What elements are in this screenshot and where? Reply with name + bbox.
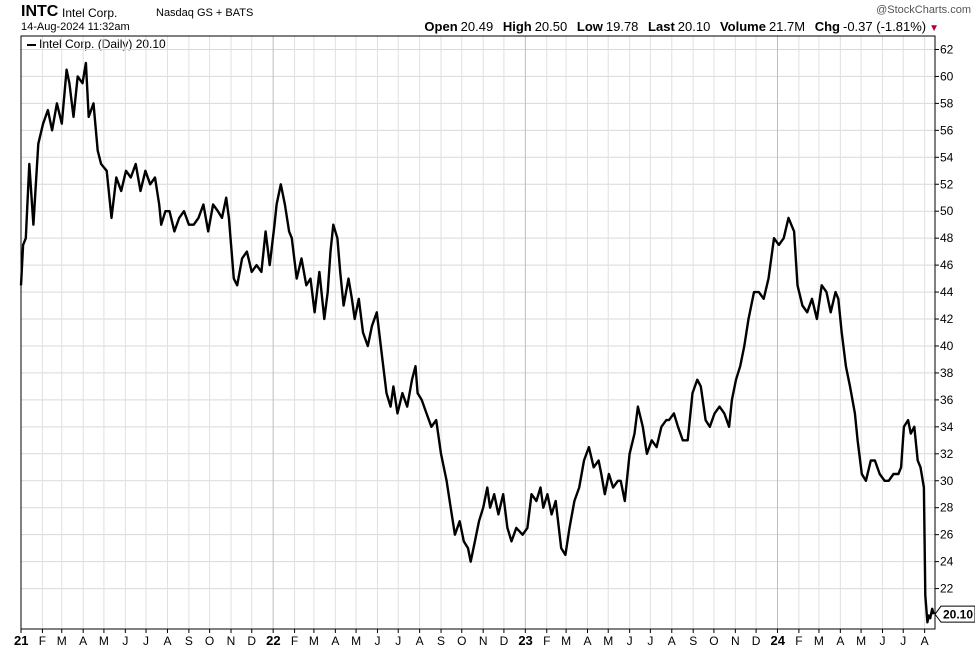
y-tick-label: 50 bbox=[940, 204, 954, 218]
x-tick-label: M bbox=[856, 634, 866, 648]
company-name: Intel Corp. bbox=[62, 6, 118, 20]
axes: 22 24 26 28 30 32 34 36 38 40 42 44 46 48 50 52 54 56 58 60… bbox=[14, 35, 954, 648]
y-tick-label: 62 bbox=[940, 42, 954, 56]
x-tick-label: A bbox=[921, 634, 929, 648]
x-tick-label: J bbox=[879, 634, 885, 648]
x-tick-label: F bbox=[795, 634, 802, 648]
y-tick-label: 42 bbox=[940, 312, 954, 326]
y-tick-label: 54 bbox=[940, 150, 954, 164]
grid-lines bbox=[20, 36, 935, 629]
x-tick-label: 21 bbox=[14, 633, 28, 648]
x-tick-label: S bbox=[437, 634, 445, 648]
y-tick-label: 58 bbox=[940, 96, 954, 110]
quote-summary: Open 20.49 High 20.50 Low 19.78 Last 20.10 V… bbox=[418, 19, 939, 34]
y-tick-label: 26 bbox=[940, 528, 954, 542]
y-tick-label: 46 bbox=[940, 258, 954, 272]
last-value: 20.10 bbox=[677, 19, 711, 34]
x-tick-label: F bbox=[543, 634, 550, 648]
x-tick-label: A bbox=[79, 634, 87, 648]
x-tick-label: J bbox=[122, 634, 128, 648]
x-tick-label: A bbox=[416, 634, 424, 648]
y-tick-label: 34 bbox=[940, 420, 954, 434]
x-tick-label: A bbox=[668, 634, 676, 648]
y-tick-label: 30 bbox=[940, 474, 954, 488]
y-tick-label: 60 bbox=[940, 69, 954, 83]
x-tick-label: N bbox=[227, 634, 236, 648]
x-tick-label: 24 bbox=[770, 633, 785, 648]
x-tick-label: O bbox=[457, 634, 466, 648]
low-value: 19.78 bbox=[605, 19, 639, 34]
last-price-tag-box bbox=[934, 605, 975, 623]
high-label: High bbox=[502, 19, 532, 34]
x-tick-label: M bbox=[603, 634, 613, 648]
x-tick-label: A bbox=[836, 634, 844, 648]
x-tick-label: S bbox=[689, 634, 697, 648]
y-tick-label: 44 bbox=[940, 285, 954, 299]
volume-value: 21.7M bbox=[768, 19, 806, 34]
low-label: Low bbox=[576, 19, 603, 34]
y-tick-label: 40 bbox=[940, 339, 954, 353]
x-tick-label: S bbox=[185, 634, 193, 648]
x-tick-label: F bbox=[291, 634, 298, 648]
x-tick-label: J bbox=[627, 634, 633, 648]
volume-label: Volume bbox=[719, 19, 766, 34]
exchange-label: Nasdaq GS + BATS bbox=[156, 7, 254, 19]
y-tick-label: 56 bbox=[940, 123, 954, 137]
stockcharts-credit: @StockCharts.com bbox=[876, 4, 971, 16]
x-tick-label: 22 bbox=[266, 633, 280, 648]
high-value: 20.50 bbox=[534, 19, 568, 34]
x-tick-label: O bbox=[205, 634, 214, 648]
x-tick-label: A bbox=[163, 634, 171, 648]
last-label: Last bbox=[648, 19, 675, 34]
x-tick-label: D bbox=[247, 634, 256, 648]
chg-value: -0.37 (-1.81%) bbox=[843, 19, 927, 34]
chg-label: Chg bbox=[814, 19, 840, 34]
x-tick-label: A bbox=[583, 634, 591, 648]
down-arrow-icon: ▼ bbox=[929, 23, 939, 34]
y-tick-label: 48 bbox=[940, 231, 954, 245]
ticker-symbol: INTC bbox=[21, 3, 59, 20]
x-tick-label: M bbox=[351, 634, 361, 648]
y-tick-label: 38 bbox=[940, 366, 954, 380]
x-tick-label: J bbox=[143, 634, 149, 648]
y-tick-label: 22 bbox=[940, 582, 954, 596]
x-tick-label: O bbox=[709, 634, 718, 648]
x-tick-label: M bbox=[99, 634, 109, 648]
y-tick-label: 28 bbox=[940, 501, 954, 515]
y-tick-label: 52 bbox=[940, 177, 954, 191]
quote-datetime: 14-Aug-2024 11:32am bbox=[21, 21, 130, 33]
x-tick-label: D bbox=[500, 634, 509, 648]
y-tick-label: 24 bbox=[940, 555, 954, 569]
x-tick-label: D bbox=[752, 634, 761, 648]
y-tick-label: 36 bbox=[940, 393, 954, 407]
x-tick-label: M bbox=[561, 634, 571, 648]
x-tick-label: F bbox=[39, 634, 46, 648]
x-tick-label: M bbox=[309, 634, 319, 648]
y-tick-label: 32 bbox=[940, 447, 954, 461]
x-tick-label: N bbox=[479, 634, 488, 648]
open-label: Open bbox=[424, 19, 458, 34]
x-tick-label: J bbox=[395, 634, 401, 648]
series-legend: Intel Corp. (Daily) 20.10 bbox=[27, 37, 166, 51]
last-price-tag-label: 20.10 bbox=[943, 608, 973, 622]
last-price-tag-layer: 20.10 bbox=[934, 605, 975, 623]
legend-swatch bbox=[27, 43, 36, 46]
x-tick-label: J bbox=[900, 634, 906, 648]
price-series-line bbox=[19, 61, 935, 624]
x-tick-label: 23 bbox=[518, 633, 532, 648]
x-tick-label: M bbox=[57, 634, 67, 648]
plot-frame bbox=[20, 35, 936, 630]
legend-label: Intel Corp. (Daily) 20.10 bbox=[39, 37, 166, 51]
x-tick-label: A bbox=[331, 634, 339, 648]
open-value: 20.49 bbox=[460, 19, 494, 34]
x-tick-label: M bbox=[814, 634, 824, 648]
x-tick-label: J bbox=[374, 634, 380, 648]
x-tick-label: J bbox=[647, 634, 653, 648]
series-layer bbox=[19, 61, 935, 624]
x-tick-label: N bbox=[731, 634, 740, 648]
